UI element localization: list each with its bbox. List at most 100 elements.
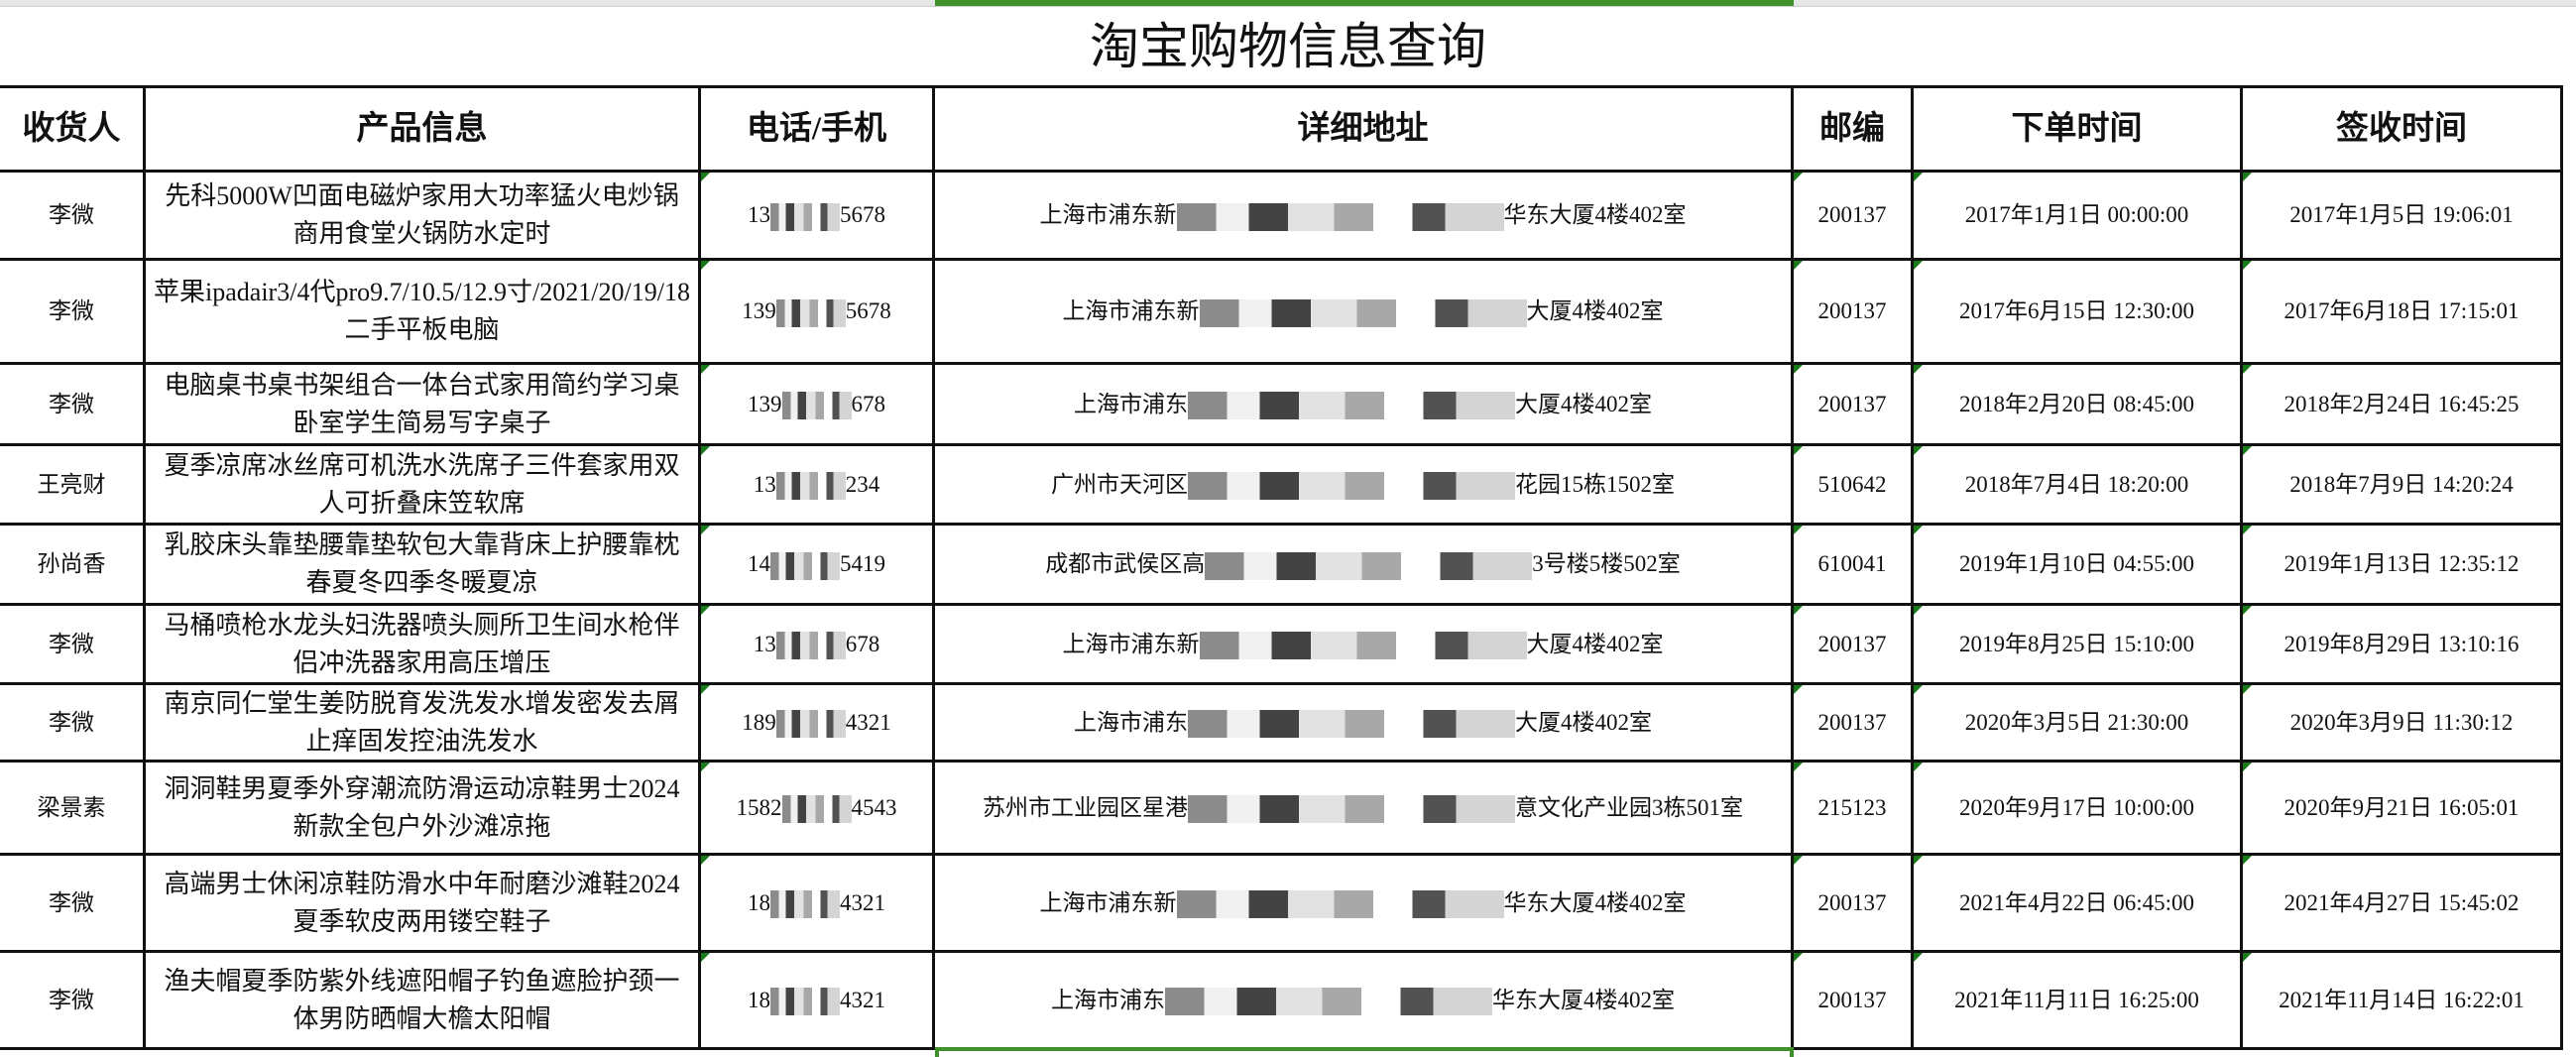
cell-sign-time[interactable]: 2021年4月27日 15:45:02: [2243, 856, 2563, 950]
cell-address[interactable]: 广州市天河区 花园15栋1502室: [935, 446, 1794, 523]
cell-phone[interactable]: 139 5678: [701, 261, 935, 362]
cell-product[interactable]: 苹果ipadair3/4代pro9.7/10.5/12.9寸/2021/20/1…: [146, 261, 701, 362]
product-text: 渔夫帽夏季防紫外线遮阳帽子钓鱼遮脸护颈一体男防晒帽大檐太阳帽: [164, 966, 680, 1033]
recipient-text: 孙尚香: [37, 551, 106, 576]
header-address[interactable]: 详细地址: [935, 88, 1794, 170]
table-row: 李微 先科5000W凹面电磁炉家用大功率猛火电炒锅商用食堂火锅防水定时 13 5678…: [0, 173, 2563, 261]
cell-product[interactable]: 南京同仁堂生姜防脱育发洗发水增发密发去屑止痒固发控油洗发水: [146, 685, 701, 760]
cell-marker-icon: [2243, 446, 2252, 455]
sign-time-text: 2019年8月29日 13:10:16: [2283, 631, 2519, 656]
cell-order-time[interactable]: 2021年11月11日 16:25:00: [1914, 953, 2243, 1047]
cell-order-time[interactable]: 2021年4月22日 06:45:00: [1914, 856, 2243, 950]
cell-order-time[interactable]: 2020年3月5日 21:30:00: [1914, 685, 2243, 760]
cell-product[interactable]: 洞洞鞋男夏季外穿潮流防滑运动凉鞋男士2024新款全包户外沙滩凉拖: [146, 763, 701, 853]
cell-recipient[interactable]: 孙尚香: [0, 526, 146, 603]
product-text: 乳胶床头靠垫腰靠垫软包大靠背床上护腰靠枕春夏冬四季冬暖夏凉: [164, 530, 680, 597]
cell-zip[interactable]: 610041: [1794, 526, 1914, 603]
cell-product[interactable]: 夏季凉席冰丝席可机洗水洗席子三件套家用双人可折叠床笠软席: [146, 446, 701, 523]
cell-phone[interactable]: 189 4321: [701, 685, 935, 760]
header-product[interactable]: 产品信息: [146, 88, 701, 170]
cell-phone[interactable]: 1582 4543: [701, 763, 935, 853]
cell-zip[interactable]: 200137: [1794, 173, 1914, 258]
cell-recipient[interactable]: 李微: [0, 953, 146, 1047]
table-row: 李微 电脑桌书桌书架组合一体台式家用简约学习桌卧室学生简易写字桌子 139 678 上海…: [0, 365, 2563, 446]
cell-marker-icon: [701, 685, 710, 694]
address-visible-prefix: 上海市浦东新: [1062, 631, 1200, 656]
cell-sign-time[interactable]: 2018年7月9日 14:20:24: [2243, 446, 2563, 523]
table-row: 李微 苹果ipadair3/4代pro9.7/10.5/12.9寸/2021/20…: [0, 261, 2563, 365]
cell-zip[interactable]: 200137: [1794, 261, 1914, 362]
address-visible-prefix: 广州市天河区: [1051, 471, 1188, 497]
cell-product[interactable]: 高端男士休闲凉鞋防滑水中年耐磨沙滩鞋2024夏季软皮两用镂空鞋子: [146, 856, 701, 950]
cell-phone[interactable]: 13 234: [701, 446, 935, 523]
cell-phone[interactable]: 139 678: [701, 365, 935, 443]
cell-marker-icon: [1794, 446, 1803, 455]
cell-order-time[interactable]: 2020年9月17日 10:00:00: [1914, 763, 2243, 853]
cell-zip[interactable]: 200137: [1794, 606, 1914, 682]
cell-address[interactable]: 上海市浦东 华东大厦4楼402室: [935, 953, 1794, 1047]
cell-zip[interactable]: 200137: [1794, 953, 1914, 1047]
cell-product[interactable]: 先科5000W凹面电磁炉家用大功率猛火电炒锅商用食堂火锅防水定时: [146, 173, 701, 258]
redaction-mosaic: [770, 988, 840, 1016]
redaction-mosaic: [770, 890, 840, 919]
cell-sign-time[interactable]: 2021年11月14日 16:22:01: [2243, 953, 2563, 1047]
selected-column-indicator: [935, 0, 1794, 6]
cell-order-time[interactable]: 2017年1月1日 00:00:00: [1914, 173, 2243, 258]
cell-zip[interactable]: 510642: [1794, 446, 1914, 523]
cell-sign-time[interactable]: 2019年8月29日 13:10:16: [2243, 606, 2563, 682]
cell-product[interactable]: 马桶喷枪水龙头妇洗器喷头厕所卫生间水枪伴侣冲洗器家用高压增压: [146, 606, 701, 682]
cell-address[interactable]: 上海市浦东 大厦4楼402室: [935, 365, 1794, 443]
redaction-mosaic: [775, 472, 846, 501]
cell-sign-time[interactable]: 2017年1月5日 19:06:01: [2243, 173, 2563, 258]
cell-product[interactable]: 乳胶床头靠垫腰靠垫软包大靠背床上护腰靠枕春夏冬四季冬暖夏凉: [146, 526, 701, 603]
cell-order-time[interactable]: 2018年2月20日 08:45:00: [1914, 365, 2243, 443]
cell-phone[interactable]: 18 4321: [701, 856, 935, 950]
cell-address[interactable]: 上海市浦东新 华东大厦4楼402室: [935, 173, 1794, 258]
cell-zip[interactable]: 200137: [1794, 856, 1914, 950]
cell-phone[interactable]: 18 4321: [701, 953, 935, 1047]
cell-product[interactable]: 电脑桌书桌书架组合一体台式家用简约学习桌卧室学生简易写字桌子: [146, 365, 701, 443]
header-order-time[interactable]: 下单时间: [1914, 88, 2243, 170]
phone-visible-suffix: 4321: [840, 987, 885, 1012]
cell-sign-time[interactable]: 2018年2月24日 16:45:25: [2243, 365, 2563, 443]
cell-recipient[interactable]: 李微: [0, 606, 146, 682]
cell-phone[interactable]: 13 678: [701, 606, 935, 682]
cell-address[interactable]: 上海市浦东新 大厦4楼402室: [935, 606, 1794, 682]
cell-marker-icon: [1914, 526, 1923, 534]
cell-zip[interactable]: 200137: [1794, 365, 1914, 443]
cell-zip[interactable]: 215123: [1794, 763, 1914, 853]
redaction-mosaic: [1199, 632, 1527, 660]
cell-order-time[interactable]: 2017年6月15日 12:30:00: [1914, 261, 2243, 362]
cell-address[interactable]: 上海市浦东新 大厦4楼402室: [935, 261, 1794, 362]
cell-recipient[interactable]: 王亮财: [0, 446, 146, 523]
cell-recipient[interactable]: 李微: [0, 261, 146, 362]
cell-sign-time[interactable]: 2020年9月21日 16:05:01: [2243, 763, 2563, 853]
header-sign-time[interactable]: 签收时间: [2243, 88, 2563, 170]
cell-zip[interactable]: 200137: [1794, 685, 1914, 760]
cell-recipient[interactable]: 李微: [0, 173, 146, 258]
cell-product[interactable]: 渔夫帽夏季防紫外线遮阳帽子钓鱼遮脸护颈一体男防晒帽大檐太阳帽: [146, 953, 701, 1047]
phone-visible-suffix: 678: [851, 391, 886, 416]
cell-address[interactable]: 上海市浦东 大厦4楼402室: [935, 685, 1794, 760]
cell-order-time[interactable]: 2019年8月25日 15:10:00: [1914, 606, 2243, 682]
cell-address[interactable]: 苏州市工业园区星港 意文化产业园3栋501室: [935, 763, 1794, 853]
header-phone[interactable]: 电话/手机: [701, 88, 935, 170]
cell-sign-time[interactable]: 2020年3月9日 11:30:12: [2243, 685, 2563, 760]
cell-recipient[interactable]: 李微: [0, 685, 146, 760]
cell-sign-time[interactable]: 2019年1月13日 12:35:12: [2243, 526, 2563, 603]
cell-recipient[interactable]: 梁景素: [0, 763, 146, 853]
cell-marker-icon: [1794, 365, 1803, 374]
cell-address[interactable]: 成都市武侯区高 3号楼5楼502室: [935, 526, 1794, 603]
cell-order-time[interactable]: 2019年1月10日 04:55:00: [1914, 526, 2243, 603]
cell-sign-time[interactable]: 2017年6月18日 17:15:01: [2243, 261, 2563, 362]
header-zip[interactable]: 邮编: [1794, 88, 1914, 170]
cell-order-time[interactable]: 2018年7月4日 18:20:00: [1914, 446, 2243, 523]
header-recipient[interactable]: 收货人: [0, 88, 146, 170]
cell-marker-icon: [1914, 685, 1923, 694]
cell-phone[interactable]: 13 5678: [701, 173, 935, 258]
zip-text: 200137: [1817, 987, 1887, 1012]
cell-phone[interactable]: 14 5419: [701, 526, 935, 603]
cell-address[interactable]: 上海市浦东新 华东大厦4楼402室: [935, 856, 1794, 950]
cell-recipient[interactable]: 李微: [0, 365, 146, 443]
cell-recipient[interactable]: 李微: [0, 856, 146, 950]
